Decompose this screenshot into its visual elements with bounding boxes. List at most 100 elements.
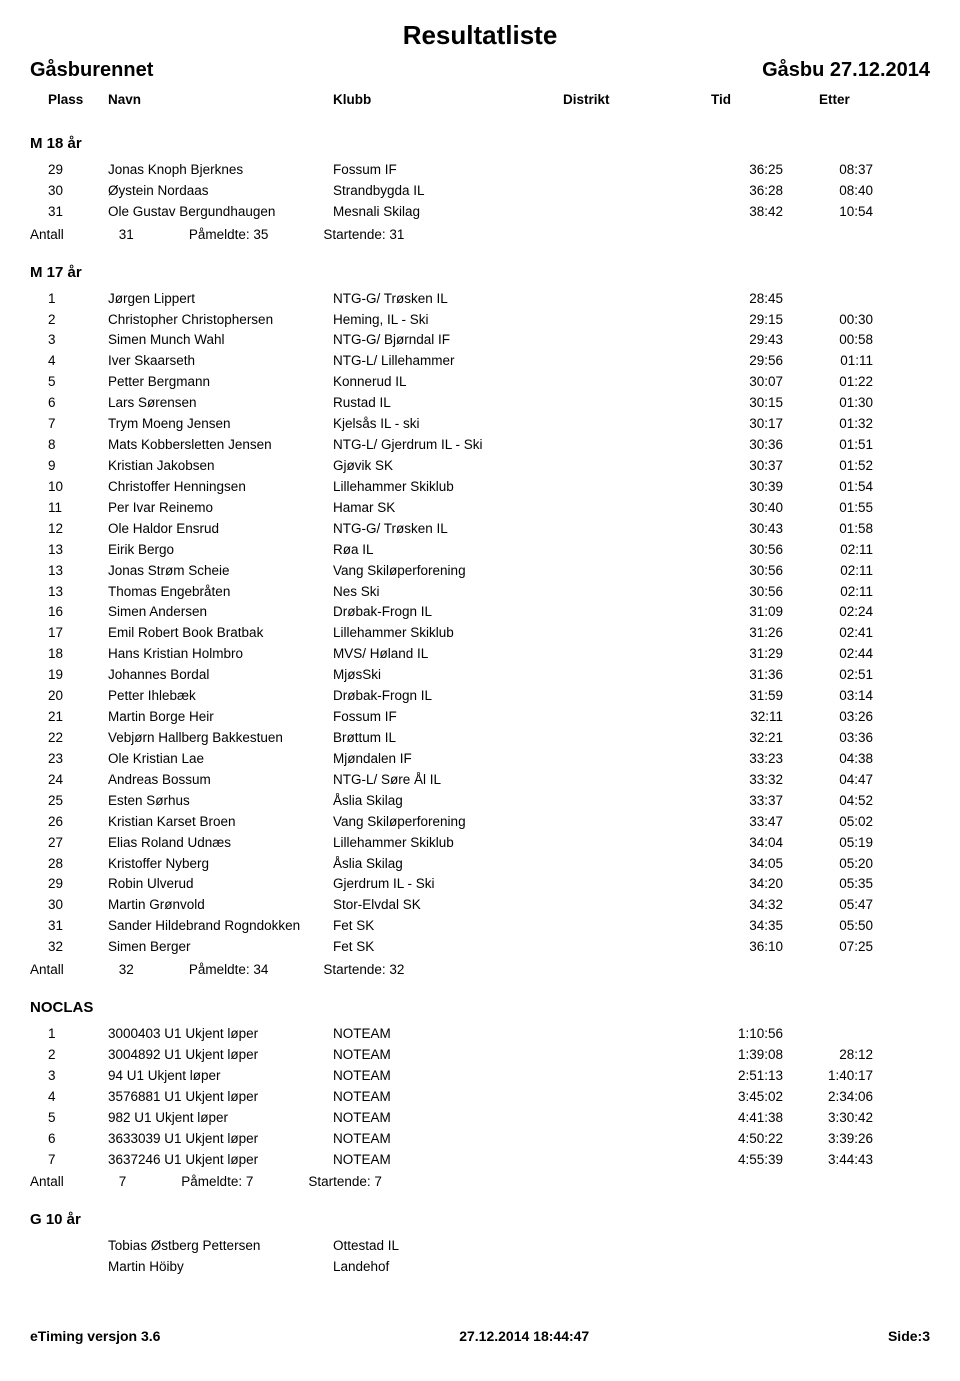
cell-distrikt xyxy=(563,1129,693,1150)
result-row: 29Jonas Knoph BjerknesFossum IF36:2508:3… xyxy=(30,160,930,181)
cell-plass xyxy=(30,1257,108,1278)
cell-etter: 02:11 xyxy=(783,582,873,603)
cell-klubb: Åslia Skilag xyxy=(333,791,563,812)
section-summary: Antall32Påmeldte: 34Startende: 32 xyxy=(30,960,930,981)
cell-klubb: Lillehammer Skiklub xyxy=(333,833,563,854)
cell-tid: 2:51:13 xyxy=(693,1066,783,1087)
cell-distrikt xyxy=(563,833,693,854)
cell-distrikt xyxy=(563,770,693,791)
cell-klubb: Ottestad IL xyxy=(333,1236,563,1257)
cell-tid: 1:10:56 xyxy=(693,1024,783,1045)
summary-antall-value: 7 xyxy=(119,1172,127,1193)
result-row: 13Jonas Strøm ScheieVang Skiløperforenin… xyxy=(30,561,930,582)
subheader: Gåsburennet Gåsbu 27.12.2014 xyxy=(30,59,930,82)
cell-klubb: Gjøvik SK xyxy=(333,456,563,477)
cell-navn: Elias Roland Udnæs xyxy=(108,833,333,854)
cell-navn: Kristoffer Nyberg xyxy=(108,854,333,875)
cell-tid: 30:17 xyxy=(693,414,783,435)
cell-plass: 19 xyxy=(30,665,108,686)
col-tid: Tid xyxy=(693,90,801,111)
cell-etter: 01:58 xyxy=(783,519,873,540)
cell-plass xyxy=(30,1236,108,1257)
cell-plass: 17 xyxy=(30,623,108,644)
cell-distrikt xyxy=(563,414,693,435)
cell-plass: 29 xyxy=(30,160,108,181)
cell-distrikt xyxy=(563,1024,693,1045)
cell-distrikt xyxy=(563,644,693,665)
cell-tid: 30:15 xyxy=(693,393,783,414)
cell-distrikt xyxy=(563,582,693,603)
cell-tid: 1:39:08 xyxy=(693,1045,783,1066)
cell-distrikt xyxy=(563,561,693,582)
cell-distrikt xyxy=(563,498,693,519)
cell-distrikt xyxy=(563,202,693,223)
cell-plass: 22 xyxy=(30,728,108,749)
cell-klubb: NTG-G/ Bjørndal IF xyxy=(333,330,563,351)
cell-navn: Simen Munch Wahl xyxy=(108,330,333,351)
result-row: 22Vebjørn Hallberg BakkestuenBrøttum IL3… xyxy=(30,728,930,749)
summary-pameldte-label: Påmeldte: 35 xyxy=(189,225,269,246)
cell-navn: Tobias Østberg Pettersen xyxy=(108,1236,333,1257)
cell-etter: 05:20 xyxy=(783,854,873,875)
cell-etter: 04:52 xyxy=(783,791,873,812)
cell-klubb: Nes Ski xyxy=(333,582,563,603)
cell-klubb: Heming, IL - Ski xyxy=(333,310,563,331)
cell-klubb: Landehof xyxy=(333,1257,563,1278)
cell-distrikt xyxy=(563,1087,693,1108)
cell-navn: Ole Haldor Ensrud xyxy=(108,519,333,540)
section-title: M 17 år xyxy=(30,264,930,281)
section-title: M 18 år xyxy=(30,135,930,152)
result-row: 7Trym Moeng JensenKjelsås IL - ski30:170… xyxy=(30,414,930,435)
summary-antall-label: Antall xyxy=(30,1172,64,1193)
cell-etter: 05:47 xyxy=(783,895,873,916)
cell-navn: Jonas Knoph Bjerknes xyxy=(108,160,333,181)
cell-tid: 34:05 xyxy=(693,854,783,875)
cell-plass: 29 xyxy=(30,874,108,895)
cell-klubb: Rustad IL xyxy=(333,393,563,414)
cell-plass: 31 xyxy=(30,916,108,937)
cell-distrikt xyxy=(563,937,693,958)
cell-tid: 3:45:02 xyxy=(693,1087,783,1108)
cell-tid: 31:59 xyxy=(693,686,783,707)
cell-navn: 3633039 U1 Ukjent løper xyxy=(108,1129,333,1150)
cell-navn: 3576881 U1 Ukjent løper xyxy=(108,1087,333,1108)
cell-distrikt xyxy=(563,1045,693,1066)
result-row: 21Martin Borge HeirFossum IF32:1103:26 xyxy=(30,707,930,728)
cell-navn: Simen Andersen xyxy=(108,602,333,623)
cell-distrikt xyxy=(563,1066,693,1087)
cell-tid: 36:25 xyxy=(693,160,783,181)
result-row: 23004892 U1 Ukjent løperNOTEAM1:39:0828:… xyxy=(30,1045,930,1066)
cell-plass: 6 xyxy=(30,1129,108,1150)
page-footer: eTiming versjon 3.6 27.12.2014 18:44:47 … xyxy=(30,1328,930,1344)
cell-navn: Simen Berger xyxy=(108,937,333,958)
cell-tid xyxy=(693,1257,783,1278)
cell-distrikt xyxy=(563,1108,693,1129)
cell-klubb: Stor-Elvdal SK xyxy=(333,895,563,916)
cell-navn: Christoffer Henningsen xyxy=(108,477,333,498)
cell-etter: 08:37 xyxy=(783,160,873,181)
cell-tid: 30:56 xyxy=(693,540,783,561)
cell-plass: 30 xyxy=(30,895,108,916)
cell-klubb: NTG-L/ Søre Ål IL xyxy=(333,770,563,791)
cell-etter xyxy=(783,289,873,310)
cell-etter: 02:41 xyxy=(783,623,873,644)
cell-distrikt xyxy=(563,372,693,393)
cell-tid: 4:50:22 xyxy=(693,1129,783,1150)
cell-plass: 5 xyxy=(30,372,108,393)
cell-etter: 3:39:26 xyxy=(783,1129,873,1150)
cell-tid: 30:36 xyxy=(693,435,783,456)
cell-tid: 34:04 xyxy=(693,833,783,854)
cell-plass: 7 xyxy=(30,1150,108,1171)
cell-etter: 01:51 xyxy=(783,435,873,456)
cell-navn: Jørgen Lippert xyxy=(108,289,333,310)
cell-klubb: Drøbak-Frogn IL xyxy=(333,686,563,707)
cell-klubb: MjøsSki xyxy=(333,665,563,686)
cell-distrikt xyxy=(563,1150,693,1171)
result-row: 28Kristoffer NybergÅslia Skilag34:0505:2… xyxy=(30,854,930,875)
cell-klubb: NTG-L/ Gjerdrum IL - Ski xyxy=(333,435,563,456)
cell-etter xyxy=(783,1257,873,1278)
col-distrikt: Distrikt xyxy=(563,90,693,111)
cell-plass: 11 xyxy=(30,498,108,519)
cell-plass: 30 xyxy=(30,181,108,202)
cell-tid: 29:56 xyxy=(693,351,783,372)
